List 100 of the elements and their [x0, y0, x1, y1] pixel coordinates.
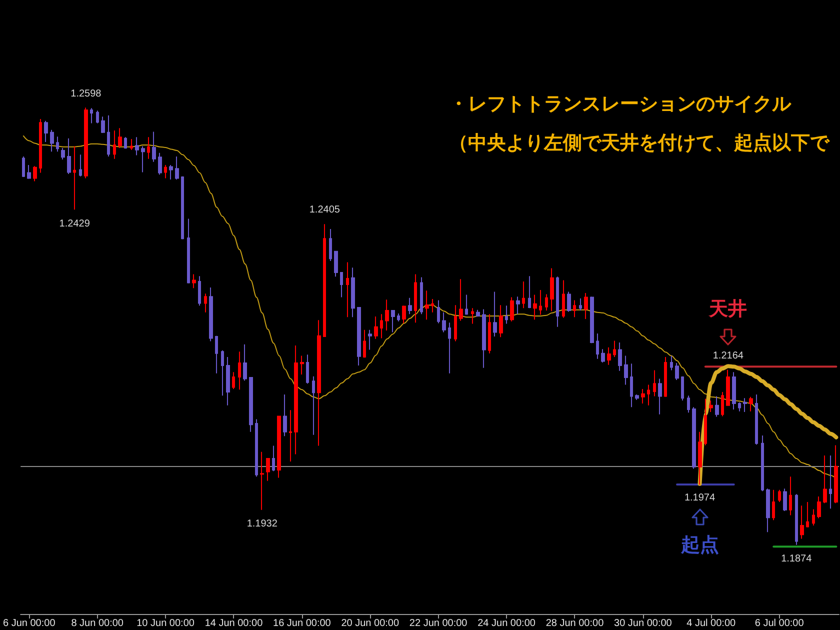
candlestick: [181, 176, 184, 240]
candlestick: [778, 489, 781, 502]
candlestick: [431, 298, 434, 313]
candlestick: [761, 435, 764, 492]
candlestick: [260, 451, 264, 510]
candlestick: [209, 287, 213, 342]
annotation: 1.1932: [246, 518, 278, 530]
candlestick: [533, 294, 537, 320]
candlestick: [482, 308, 486, 368]
candlestick: [221, 350, 224, 396]
candlestick: [448, 322, 451, 374]
candlestick: [130, 138, 133, 150]
candlestick: [402, 305, 406, 324]
candlestick: [124, 136, 127, 150]
candlestick: [789, 476, 792, 516]
candlestick: [704, 398, 707, 446]
candlestick: [471, 308, 474, 324]
candlestick: [465, 294, 468, 316]
candlestick: [73, 146, 76, 210]
annotation: 起点: [680, 533, 719, 558]
candlestick: [635, 394, 639, 400]
candlestick: [56, 136, 59, 152]
candlestick: [357, 306, 361, 366]
candlestick: [414, 274, 417, 324]
x-tick-label: 4 Jul 00:00: [686, 618, 736, 629]
candlestick: [670, 355, 673, 371]
candlestick: [135, 136, 139, 156]
candlestick: [425, 290, 429, 320]
chart-title: ・レフトトランスレーションのサイクル: [449, 93, 792, 115]
candlestick: [692, 406, 696, 470]
candlestick: [113, 130, 116, 160]
candlestick: [806, 501, 809, 528]
annotation: 1.2598: [70, 88, 102, 100]
candlestick: [164, 164, 167, 179]
candlestick: [454, 304, 457, 342]
candlestick: [363, 329, 366, 358]
candlestick: [584, 292, 588, 320]
candlestick: [329, 228, 332, 262]
candlestick: [721, 392, 724, 417]
x-tick-label: 20 Jun 00:00: [341, 618, 400, 629]
candlestick: [204, 293, 207, 313]
candlestick: [476, 309, 480, 318]
candlestick: [567, 291, 571, 312]
x-tick-label: 16 Jun 00:00: [273, 618, 332, 629]
x-tick-label: 8 Jun 00:00: [71, 618, 124, 629]
candlestick: [522, 281, 525, 309]
candlestick: [306, 354, 309, 384]
candlestick: [618, 342, 622, 372]
candlestick: [272, 445, 275, 472]
candlestick: [374, 316, 378, 340]
candlestick: [562, 280, 565, 318]
candlestick: [334, 250, 338, 278]
candlestick: [169, 164, 173, 180]
candlestick: [505, 305, 508, 324]
candlestick: [715, 396, 719, 418]
candlestick: [118, 128, 122, 149]
candlestick: [397, 313, 400, 322]
annotation: 1.1874: [781, 553, 812, 564]
x-tick-label: 6 Jun 00:00: [2, 618, 56, 629]
candlestick: [90, 108, 93, 124]
candlestick: [516, 296, 520, 315]
candlestick: [698, 431, 702, 485]
candlestick: [408, 297, 412, 315]
candlestick: [266, 458, 270, 482]
candlestick: [630, 363, 633, 408]
candlestick: [499, 304, 503, 338]
candlestick: [442, 312, 446, 333]
candlestick: [255, 418, 258, 478]
x-tick-label: 30 Jun 00:00: [614, 618, 672, 629]
candlestick: [687, 395, 690, 414]
candlestick: [647, 384, 650, 406]
candlestick: [653, 370, 656, 397]
candlestick: [823, 454, 827, 504]
candlestick: [829, 454, 832, 510]
annotation: 1.2405: [309, 204, 340, 216]
candlestick: [675, 362, 679, 380]
candlestick: [391, 310, 395, 333]
candlestick: [50, 129, 54, 152]
candlestick: [238, 351, 241, 390]
candlestick: [607, 346, 611, 366]
candlestick: [312, 376, 315, 436]
candlestick: [459, 278, 463, 322]
annotation: 1.2429: [59, 218, 90, 230]
candlestick: [61, 148, 65, 160]
x-tick-label: 10 Jun 00:00: [136, 618, 195, 629]
candlestick: [528, 276, 531, 309]
candlestick: [340, 272, 343, 298]
candlestick: [420, 276, 423, 315]
candlestick: [437, 300, 440, 324]
candlestick: [317, 320, 321, 446]
candlestick: [96, 110, 99, 124]
text: （中央より左側で天井を付けて、起点以下で: [449, 132, 830, 154]
candlestick: [346, 262, 349, 318]
candlestick: [101, 116, 105, 134]
x-tick-label: 22 Jun 00:00: [409, 618, 468, 629]
candlestick: [187, 218, 190, 284]
candlestick: [590, 296, 594, 344]
candlestick: [27, 164, 31, 180]
candlestick: [44, 120, 48, 142]
candlestick: [385, 299, 389, 331]
